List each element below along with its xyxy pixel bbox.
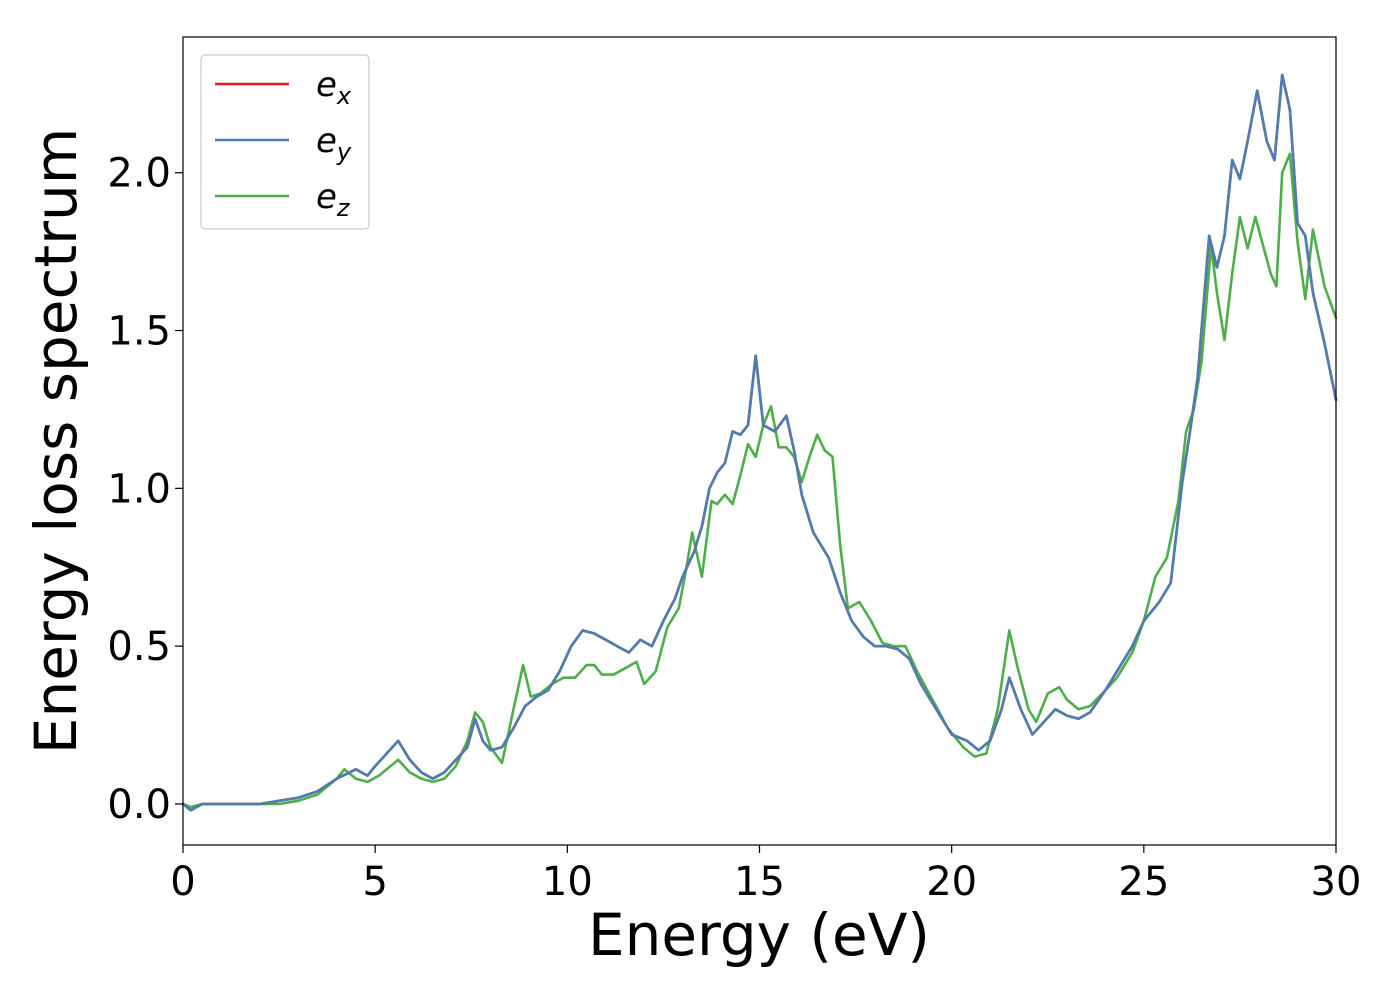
legend-label-main: e xyxy=(316,65,337,105)
x-tick-label: 10 xyxy=(542,859,593,905)
x-axis-ticks: 0 5 10 15 20 25 30 xyxy=(170,845,1361,905)
x-axis-title: Energy (eV) xyxy=(588,901,930,969)
legend-label-main: e xyxy=(316,121,337,161)
series-line-ey xyxy=(181,73,1338,812)
x-tick-label: 25 xyxy=(1118,859,1169,905)
legend-box xyxy=(200,54,370,230)
legend-label-subscript: z xyxy=(336,194,351,222)
y-tick-label: 2.0 xyxy=(107,151,171,197)
legend-label-ey: ey xyxy=(316,121,352,166)
x-tick-label: 20 xyxy=(926,859,977,905)
legend-label-subscript: y xyxy=(336,138,352,166)
y-axis-ticks: 0.0 0.5 1.0 1.5 2.0 xyxy=(107,151,183,828)
y-axis-title: Energy loss spectrum xyxy=(22,128,90,754)
x-tick-label: 30 xyxy=(1311,859,1362,905)
y-tick-label: 1.5 xyxy=(107,309,171,355)
x-tick-label: 15 xyxy=(734,859,785,905)
x-tick-label: 0 xyxy=(170,859,195,905)
legend-label-ez: ez xyxy=(316,177,351,222)
series-line-ez xyxy=(181,152,1338,809)
y-tick-label: 0.5 xyxy=(107,624,171,670)
series-layer xyxy=(181,73,1338,812)
y-tick-label: 1.0 xyxy=(107,466,171,512)
y-tick-label: 0.0 xyxy=(107,782,171,828)
legend-label-ex: ex xyxy=(316,65,352,110)
x-tick-label: 5 xyxy=(362,859,387,905)
legend-label-subscript: x xyxy=(336,82,352,110)
legend-label-main: e xyxy=(316,177,337,217)
